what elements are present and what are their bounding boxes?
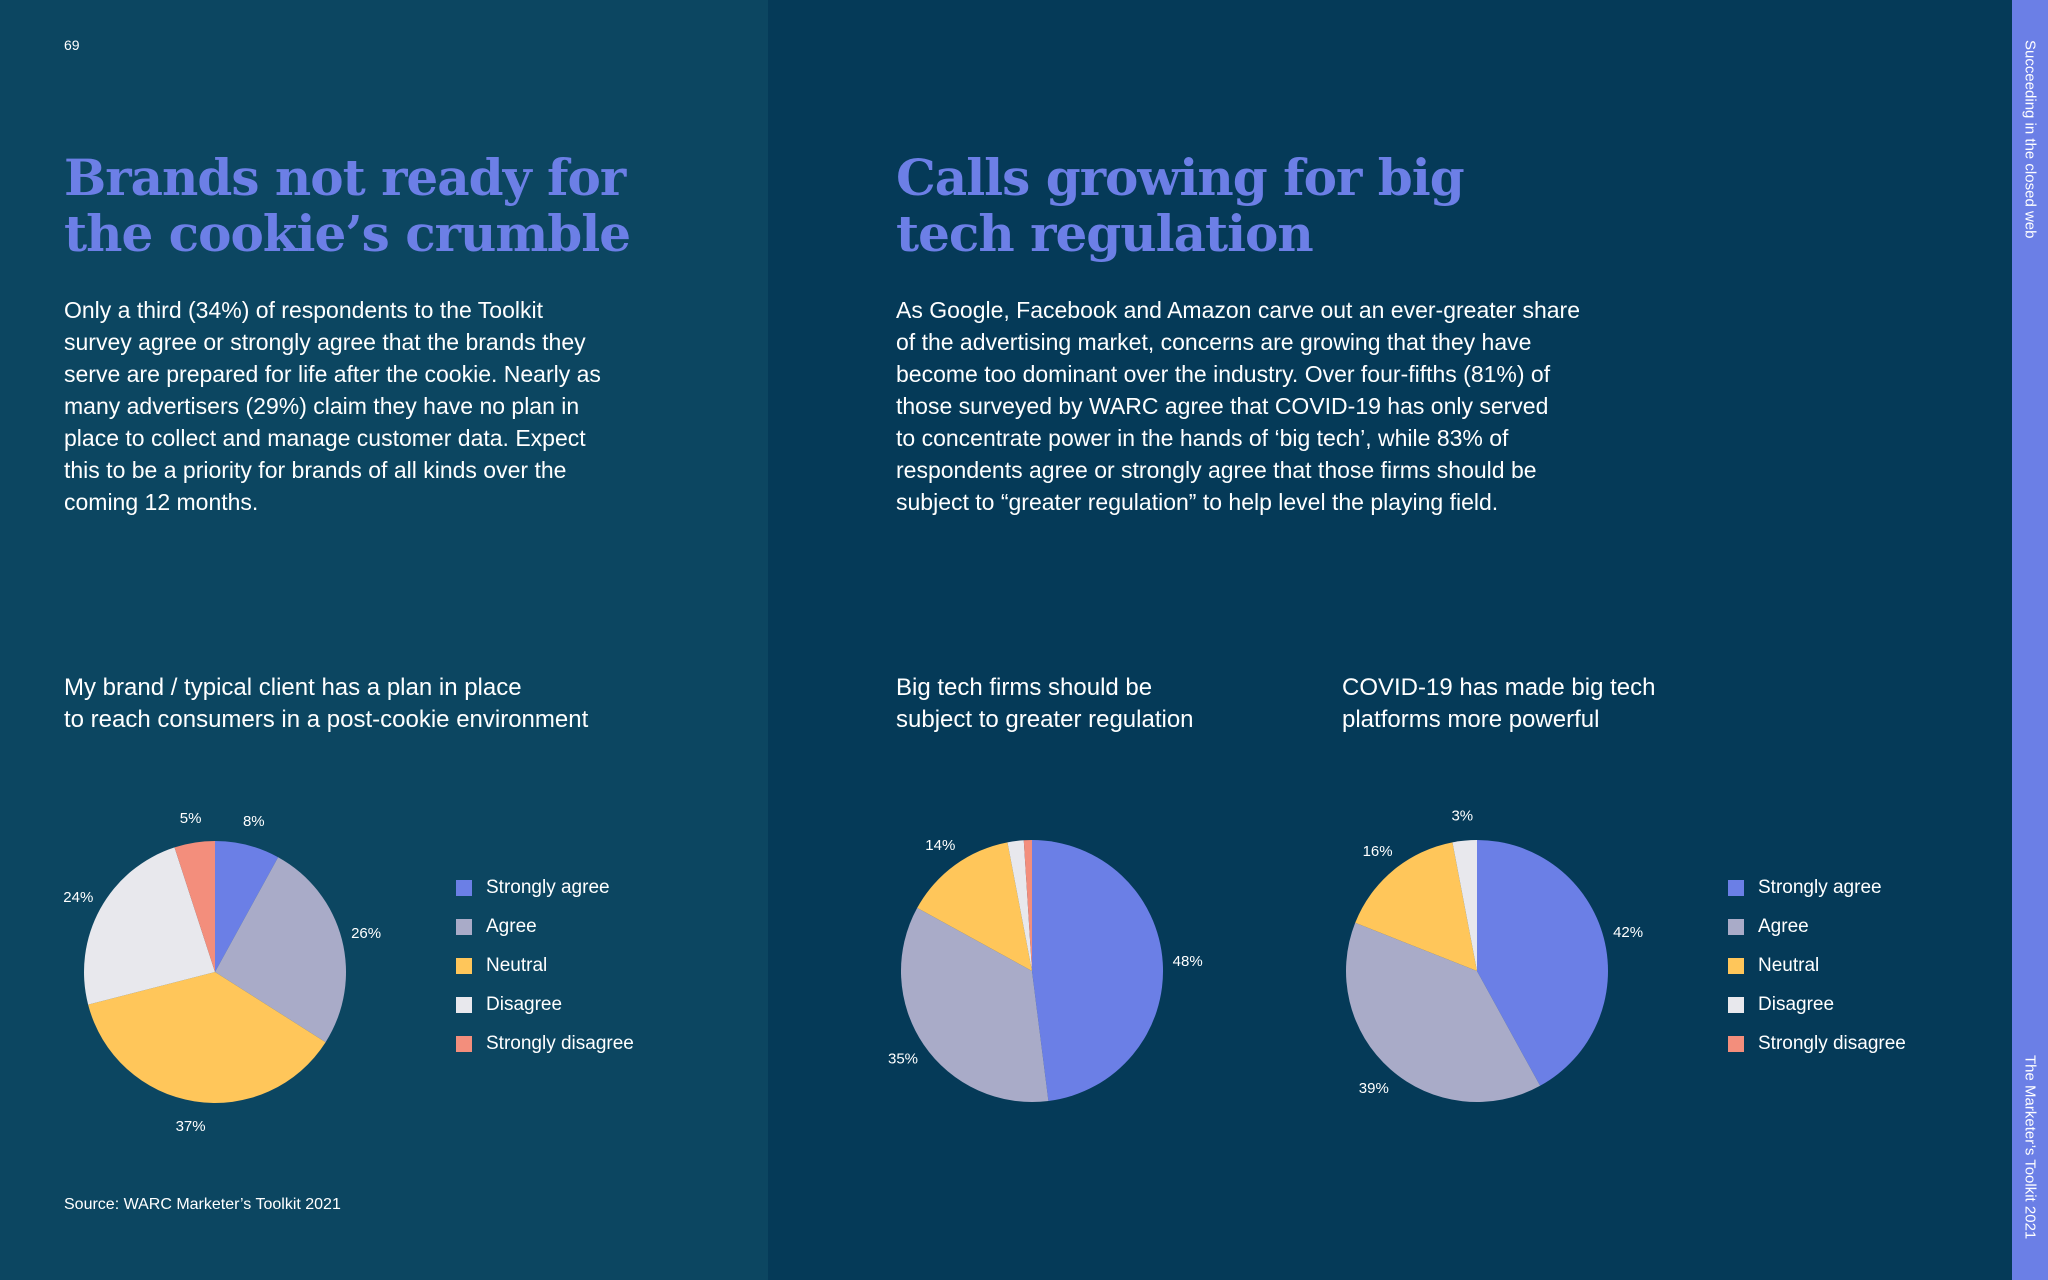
chart-title-line: to reach consumers in a post-cookie envi… bbox=[64, 706, 589, 733]
legend-swatch bbox=[456, 957, 472, 974]
body-line: those surveyed by WARC agree that COVID-… bbox=[896, 393, 1549, 419]
legend-swatch bbox=[1728, 996, 1744, 1013]
legend-label: Agree bbox=[486, 915, 537, 937]
legend-label: Strongly agree bbox=[1758, 876, 1882, 898]
body-line: serve are prepared for life after the co… bbox=[64, 361, 601, 387]
legend-item-strongly-agree: Strongly agree bbox=[456, 868, 634, 907]
pie-slice-agree bbox=[900, 907, 1049, 1103]
left-body-text: Only a third (34%) of respondents to the… bbox=[64, 294, 601, 518]
headline-line: the cookie’s crumble bbox=[64, 204, 631, 263]
body-line: subject to “greater regulation” to help … bbox=[896, 489, 1499, 515]
pie-data-label: 42% bbox=[1613, 924, 1643, 941]
body-line: this to be a priority for brands of all … bbox=[64, 457, 567, 483]
pie-data-label: 8% bbox=[243, 813, 265, 830]
body-line: many advertisers (29%) claim they have n… bbox=[64, 393, 580, 419]
headline-line: tech regulation bbox=[896, 204, 1314, 263]
headline-line: Brands not ready for bbox=[64, 148, 626, 207]
body-line: survey agree or strongly agree that the … bbox=[64, 329, 586, 355]
body-line: become too dominant over the industry. O… bbox=[896, 361, 1551, 387]
pie-chart-regulation: 48% 35% 14% bbox=[888, 837, 1203, 1103]
legend-item-disagree: Disagree bbox=[1728, 985, 1906, 1024]
legend-item-agree: Agree bbox=[456, 907, 634, 946]
legend-label: Strongly agree bbox=[486, 876, 610, 898]
legend-item-disagree: Disagree bbox=[456, 985, 634, 1024]
legend-label: Disagree bbox=[486, 993, 563, 1015]
page-number: 69 bbox=[64, 37, 80, 53]
legend-item-strongly-disagree: Strongly disagree bbox=[1728, 1024, 1906, 1063]
side-strip bbox=[2012, 0, 2048, 1280]
pie-chart-covid: 42% 39% 16% 3% bbox=[1346, 808, 1643, 1103]
legend-swatch bbox=[456, 918, 472, 935]
pie-slice-neutral bbox=[917, 842, 1032, 971]
pie-slice-disagree bbox=[84, 847, 215, 1005]
chart-title-line: subject to greater regulation bbox=[896, 706, 1194, 733]
pie-slice-strongly-disagree bbox=[1023, 840, 1032, 971]
chart-title-line: Big tech firms should be bbox=[896, 674, 1153, 701]
pie-slice-strongly-agree bbox=[1032, 840, 1164, 1101]
pie-data-label: 5% bbox=[180, 810, 202, 827]
pie-data-label: 37% bbox=[176, 1118, 206, 1135]
body-line: of the advertising market, concerns are … bbox=[896, 329, 1532, 355]
body-line: As Google, Facebook and Amazon carve out… bbox=[896, 297, 1581, 323]
legend-swatch bbox=[1728, 1035, 1744, 1052]
pie-data-label: 39% bbox=[1359, 1080, 1389, 1097]
legend-swatch bbox=[456, 879, 472, 896]
chart-title-line: My brand / typical client has a plan in … bbox=[64, 674, 522, 701]
left-headline: Brands not ready for the cookie’s crumbl… bbox=[64, 148, 631, 263]
legend-label: Disagree bbox=[1758, 993, 1835, 1015]
right-headline: Calls growing for big tech regulation bbox=[896, 148, 1465, 263]
legend-item-neutral: Neutral bbox=[456, 946, 634, 985]
chart-title-regulation: Big tech firms should be subject to grea… bbox=[896, 672, 1194, 736]
body-line: coming 12 months. bbox=[64, 489, 259, 515]
legend-label: Strongly disagree bbox=[486, 1032, 634, 1054]
source-note: Source: WARC Marketer’s Toolkit 2021 bbox=[64, 1196, 341, 1213]
chart-title-line: platforms more powerful bbox=[1342, 706, 1600, 733]
pie-data-label: 14% bbox=[925, 837, 955, 854]
pie-slice-agree bbox=[215, 857, 347, 1043]
pie-slice-disagree bbox=[1007, 840, 1032, 971]
chart-title-line: COVID-19 has made big tech bbox=[1342, 674, 1656, 701]
pie-chart-post-cookie: 8% 26% 37% 24% 5% bbox=[63, 810, 381, 1135]
pie-data-label: 16% bbox=[1363, 843, 1393, 860]
body-line: place to collect and manage customer dat… bbox=[64, 425, 586, 451]
legend-label: Neutral bbox=[1758, 954, 1820, 976]
legend-item-strongly-disagree: Strongly disagree bbox=[456, 1024, 634, 1063]
right-body-text: As Google, Facebook and Amazon carve out… bbox=[896, 294, 1580, 518]
legend-item-agree: Agree bbox=[1728, 907, 1906, 946]
legend-swatch bbox=[1728, 879, 1744, 896]
chart-title-post-cookie: My brand / typical client has a plan in … bbox=[64, 672, 588, 736]
section-label: Succeeding in the closed web bbox=[2021, 40, 2039, 239]
body-line: respondents agree or strongly agree that… bbox=[896, 457, 1537, 483]
legend-item-strongly-agree: Strongly agree bbox=[1728, 868, 1906, 907]
pie-data-label: 48% bbox=[1173, 953, 1203, 970]
headline-line: Calls growing for big bbox=[896, 148, 1465, 207]
legend-label: Agree bbox=[1758, 915, 1809, 937]
pie-slice-agree bbox=[1346, 922, 1541, 1103]
legend-swatch bbox=[456, 1035, 472, 1052]
pie-data-label: 26% bbox=[351, 925, 381, 942]
legend-swatch bbox=[1728, 957, 1744, 974]
pie-slice-strongly-agree bbox=[215, 841, 279, 972]
pie-slice-neutral bbox=[1355, 842, 1477, 971]
pie-data-label: 35% bbox=[888, 1051, 918, 1068]
legend-item-neutral: Neutral bbox=[1728, 946, 1906, 985]
legend-label: Neutral bbox=[486, 954, 548, 976]
legend-right: Strongly agree Agree Neutral Disagree Strong… bbox=[1728, 868, 1906, 1063]
legend-swatch bbox=[1728, 918, 1744, 935]
legend-left: Strongly agree Agree Neutral Disagree Strong… bbox=[456, 868, 634, 1063]
publication-label: The Marketer’s Toolkit 2021 bbox=[2021, 1055, 2039, 1240]
pie-data-label: 24% bbox=[63, 889, 93, 906]
chart-title-covid: COVID-19 has made big tech platforms mor… bbox=[1342, 672, 1656, 736]
body-line: Only a third (34%) of respondents to the… bbox=[64, 297, 544, 323]
pie-data-label: 3% bbox=[1451, 808, 1473, 825]
body-line: to concentrate power in the hands of ‘bi… bbox=[896, 425, 1509, 451]
pie-slice-strongly-agree bbox=[1477, 840, 1609, 1086]
pie-slice-strongly-disagree bbox=[174, 841, 215, 972]
legend-swatch bbox=[456, 996, 472, 1013]
pie-slice-neutral bbox=[88, 972, 326, 1103]
legend-label: Strongly disagree bbox=[1758, 1032, 1906, 1054]
pie-slice-disagree bbox=[1452, 840, 1477, 971]
